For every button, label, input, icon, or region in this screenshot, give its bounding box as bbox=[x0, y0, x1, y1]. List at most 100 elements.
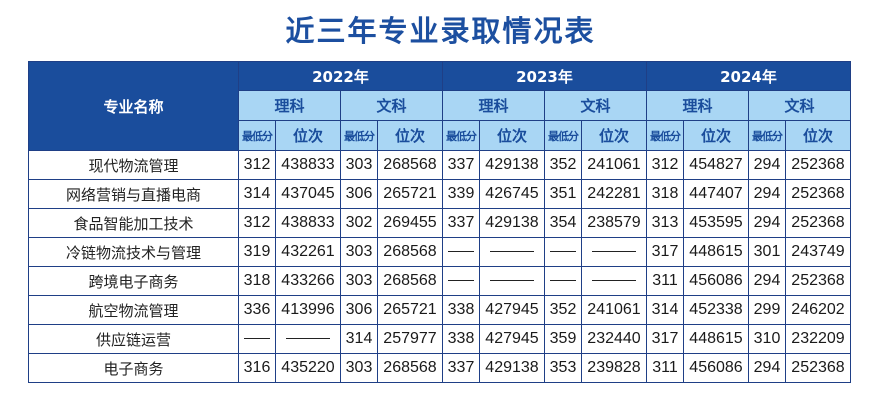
no-data-cell bbox=[442, 237, 480, 267]
no-data-cell bbox=[442, 266, 480, 296]
rank-cell: 429138 bbox=[479, 150, 545, 180]
year-header-2024: 2024年 bbox=[646, 61, 851, 91]
min-score-cell: 318 bbox=[646, 179, 684, 209]
rank-cell: 437045 bbox=[275, 179, 341, 209]
dash-line bbox=[448, 251, 474, 253]
arts-header: 文科 bbox=[544, 90, 647, 121]
rank-header: 位次 bbox=[683, 120, 749, 151]
rank-cell: 252368 bbox=[785, 266, 851, 296]
min-score-cell: 352 bbox=[544, 150, 582, 180]
no-data-cell bbox=[544, 266, 582, 296]
major-name-cell: 食品智能加工技术 bbox=[28, 208, 239, 238]
min-score-cell: 318 bbox=[238, 266, 276, 296]
rank-cell: 268568 bbox=[377, 150, 443, 180]
rank-cell: 241061 bbox=[581, 295, 647, 325]
rank-cell: 246202 bbox=[785, 295, 851, 325]
no-data-cell bbox=[479, 237, 545, 267]
rank-header: 位次 bbox=[275, 120, 341, 151]
rank-cell: 438833 bbox=[275, 150, 341, 180]
table-row: 供应链运营 314 257977 338 427945 359 232440 317 44861… bbox=[28, 324, 851, 354]
dash-line bbox=[489, 280, 535, 282]
table-row: 航空物流管理 336 413996 306 265721 338 427945 352 2410… bbox=[28, 295, 851, 325]
rank-cell: 232209 bbox=[785, 324, 851, 354]
rank-cell: 268568 bbox=[377, 266, 443, 296]
year-header-2023: 2023年 bbox=[442, 61, 647, 91]
rank-cell: 265721 bbox=[377, 179, 443, 209]
min-score-cell: 359 bbox=[544, 324, 582, 354]
rank-cell: 448615 bbox=[683, 237, 749, 267]
min-score-cell: 312 bbox=[238, 150, 276, 180]
rank-cell: 269455 bbox=[377, 208, 443, 238]
min-score-cell: 336 bbox=[238, 295, 276, 325]
arts-header: 文科 bbox=[340, 90, 443, 121]
dash-line bbox=[550, 280, 576, 282]
admission-table: 专业名称 2022年 2023年 2024年 理科 文科 理科 文科 理科 文科… bbox=[28, 61, 851, 383]
min-score-cell: 303 bbox=[340, 237, 378, 267]
rank-cell: 456086 bbox=[683, 353, 749, 383]
major-name-cell: 现代物流管理 bbox=[28, 150, 239, 180]
dash-line bbox=[591, 280, 637, 282]
min-score-cell: 303 bbox=[340, 266, 378, 296]
min-score-cell: 301 bbox=[748, 237, 786, 267]
min-score-header: 最低分 bbox=[340, 120, 378, 151]
rank-cell: 413996 bbox=[275, 295, 341, 325]
min-score-cell: 337 bbox=[442, 353, 480, 383]
min-score-cell: 311 bbox=[646, 353, 684, 383]
min-score-cell: 339 bbox=[442, 179, 480, 209]
dash-line bbox=[244, 338, 270, 340]
rank-cell: 426745 bbox=[479, 179, 545, 209]
rank-cell: 433266 bbox=[275, 266, 341, 296]
min-score-cell: 311 bbox=[646, 266, 684, 296]
year-header-2022: 2022年 bbox=[238, 61, 443, 91]
min-score-cell: 316 bbox=[238, 353, 276, 383]
rank-cell: 268568 bbox=[377, 353, 443, 383]
min-score-cell: 313 bbox=[646, 208, 684, 238]
rank-cell: 452338 bbox=[683, 295, 749, 325]
min-score-header: 最低分 bbox=[646, 120, 684, 151]
dash-line bbox=[489, 251, 535, 253]
min-score-cell: 352 bbox=[544, 295, 582, 325]
rank-cell: 252368 bbox=[785, 150, 851, 180]
min-score-cell: 303 bbox=[340, 353, 378, 383]
rank-cell: 448615 bbox=[683, 324, 749, 354]
min-score-cell: 310 bbox=[748, 324, 786, 354]
rank-header: 位次 bbox=[479, 120, 545, 151]
min-score-cell: 299 bbox=[748, 295, 786, 325]
min-score-cell: 294 bbox=[748, 266, 786, 296]
min-score-cell: 353 bbox=[544, 353, 582, 383]
min-score-cell: 314 bbox=[238, 179, 276, 209]
min-score-cell: 337 bbox=[442, 150, 480, 180]
rank-cell: 252368 bbox=[785, 179, 851, 209]
no-data-cell bbox=[581, 237, 647, 267]
no-data-cell bbox=[479, 266, 545, 296]
rank-cell: 432261 bbox=[275, 237, 341, 267]
rank-cell: 454827 bbox=[683, 150, 749, 180]
table-row: 食品智能加工技术 312 438833 302 269455 337 429138 354 23… bbox=[28, 208, 851, 238]
rank-cell: 238579 bbox=[581, 208, 647, 238]
min-score-cell: 294 bbox=[748, 208, 786, 238]
science-header: 理科 bbox=[238, 90, 341, 121]
min-score-cell: 338 bbox=[442, 295, 480, 325]
table-row: 跨境电子商务 318 433266 303 268568 311 456086 294 2523… bbox=[28, 266, 851, 296]
arts-header: 文科 bbox=[748, 90, 851, 121]
rank-header: 位次 bbox=[377, 120, 443, 151]
min-score-cell: 294 bbox=[748, 150, 786, 180]
min-score-header: 最低分 bbox=[748, 120, 786, 151]
science-header: 理科 bbox=[646, 90, 749, 121]
table-row: 电子商务 316 435220 303 268568 337 429138 353 239828… bbox=[28, 353, 851, 383]
no-data-cell bbox=[275, 324, 341, 354]
rank-cell: 427945 bbox=[479, 295, 545, 325]
rank-cell: 252368 bbox=[785, 208, 851, 238]
no-data-cell bbox=[238, 324, 276, 354]
rank-cell: 429138 bbox=[479, 208, 545, 238]
dash-line bbox=[550, 251, 576, 253]
major-name-cell: 冷链物流技术与管理 bbox=[28, 237, 239, 267]
min-score-cell: 303 bbox=[340, 150, 378, 180]
min-score-cell: 337 bbox=[442, 208, 480, 238]
rank-cell: 447407 bbox=[683, 179, 749, 209]
dash-line bbox=[448, 280, 474, 282]
table-body: 现代物流管理 312 438833 303 268568 337 429138 352 2410… bbox=[28, 150, 851, 383]
min-score-cell: 314 bbox=[646, 295, 684, 325]
min-score-header: 最低分 bbox=[442, 120, 480, 151]
rank-cell: 242281 bbox=[581, 179, 647, 209]
